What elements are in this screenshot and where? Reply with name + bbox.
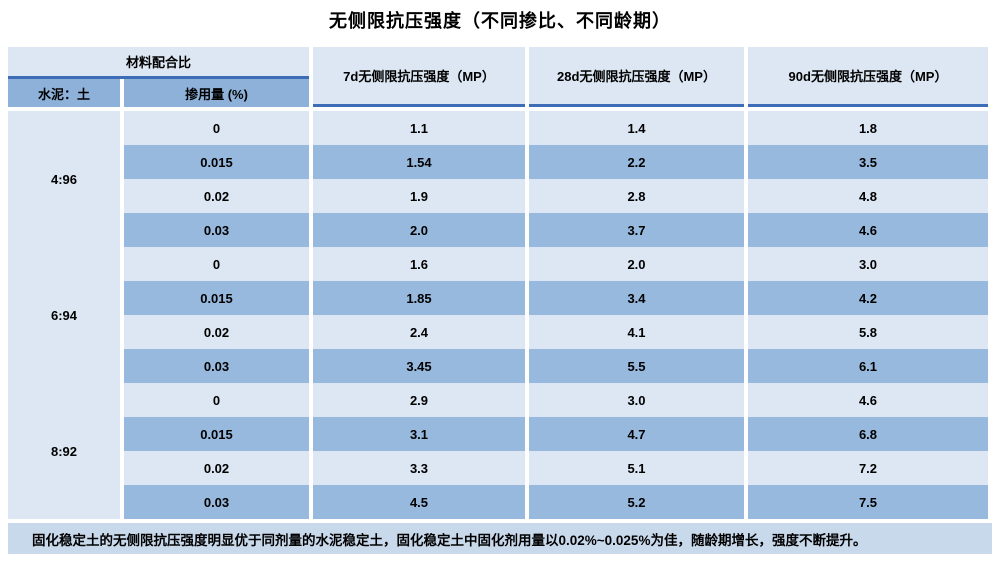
value-90d-cell: 1.8 [748,111,988,145]
value-90d-cell: 6.1 [748,349,988,383]
dosage-cell: 0.015 [124,145,309,179]
table-row: 0.03 4.5 5.2 7.5 [124,485,988,519]
value-28d-cell: 2.8 [529,179,744,213]
ratio-column: 4:96 6:94 8:92 [8,111,120,519]
value-28d-cell: 1.4 [529,111,744,145]
value-28d-cell: 3.7 [529,213,744,247]
table-row: 0 1.6 2.0 3.0 [124,247,988,281]
value-90d-cell: 4.6 [748,213,988,247]
ratio-label-8-92: 8:92 [50,443,78,459]
value-7d-cell: 2.9 [313,383,525,417]
value-28d-cell: 5.5 [529,349,744,383]
value-90d-cell: 3.0 [748,247,988,281]
value-28d-cell: 4.1 [529,315,744,349]
table-header: 材料配合比 水泥：土 掺用量 (%) 7d无侧限抗压强度（MP） 28d无侧限抗… [8,47,992,107]
value-90d-cell: 4.8 [748,179,988,213]
data-table: 材料配合比 水泥：土 掺用量 (%) 7d无侧限抗压强度（MP） 28d无侧限抗… [8,47,992,554]
table-row: 0.015 3.1 4.7 6.8 [124,417,988,451]
value-7d-cell: 1.1 [313,111,525,145]
table-row: 0.015 1.85 3.4 4.2 [124,281,988,315]
conclusion-note: 固化稳定土的无侧限抗压强度明显优于同剂量的水泥稳定土，固化稳定土中固化剂用量以0… [8,523,992,554]
table-row: 0.015 1.54 2.2 3.5 [124,145,988,179]
value-28d-cell: 2.0 [529,247,744,281]
value-28d-cell: 3.0 [529,383,744,417]
value-28d-cell: 5.2 [529,485,744,519]
value-7d-cell: 2.0 [313,213,525,247]
value-rows: 0 1.1 1.4 1.8 0.015 1.54 2.2 3.5 0.02 1.… [124,111,988,519]
table-row: 0 2.9 3.0 4.6 [124,383,988,417]
value-90d-cell: 5.8 [748,315,988,349]
value-90d-cell: 3.5 [748,145,988,179]
value-7d-cell: 1.54 [313,145,525,179]
table-row: 0.02 2.4 4.1 5.8 [124,315,988,349]
value-90d-cell: 4.2 [748,281,988,315]
header-material-mix-cell: 材料配合比 [8,47,309,79]
ratio-label-6-94: 6:94 [50,307,78,323]
value-28d-cell: 5.1 [529,451,744,485]
header-7d-cell: 7d无侧限抗压强度（MP） [313,47,525,107]
table-row: 0.02 3.3 5.1 7.2 [124,451,988,485]
dosage-cell: 0.03 [124,485,309,519]
value-7d-cell: 3.3 [313,451,525,485]
value-7d-cell: 2.4 [313,315,525,349]
dosage-cell: 0.03 [124,349,309,383]
value-28d-cell: 2.2 [529,145,744,179]
dosage-cell: 0.02 [124,179,309,213]
dosage-cell: 0 [124,247,309,281]
value-90d-cell: 7.2 [748,451,988,485]
header-subrow: 水泥：土 掺用量 (%) [8,79,309,107]
header-dosage-cell: 掺用量 (%) [124,79,309,107]
table-row: 0.02 1.9 2.8 4.8 [124,179,988,213]
header-90d-cell: 90d无侧限抗压强度（MP） [748,47,988,107]
value-7d-cell: 3.1 [313,417,525,451]
ratio-label-4-96: 4:96 [50,171,78,187]
dosage-cell: 0 [124,383,309,417]
dosage-cell: 0.015 [124,281,309,315]
value-7d-cell: 3.45 [313,349,525,383]
value-7d-cell: 1.9 [313,179,525,213]
header-left-block: 材料配合比 水泥：土 掺用量 (%) [8,47,309,107]
dosage-cell: 0.02 [124,451,309,485]
value-90d-cell: 6.8 [748,417,988,451]
header-cement-soil-cell: 水泥：土 [8,79,120,107]
dosage-cell: 0.03 [124,213,309,247]
table-row: 0.03 3.45 5.5 6.1 [124,349,988,383]
value-90d-cell: 4.6 [748,383,988,417]
dosage-cell: 0.015 [124,417,309,451]
table-row: 0.03 2.0 3.7 4.6 [124,213,988,247]
value-7d-cell: 1.85 [313,281,525,315]
header-28d-cell: 28d无侧限抗压强度（MP） [529,47,744,107]
table-row: 0 1.1 1.4 1.8 [124,111,988,145]
value-28d-cell: 4.7 [529,417,744,451]
table-body: 4:96 6:94 8:92 0 1.1 1.4 1.8 0.015 1.54 … [8,111,992,519]
value-90d-cell: 7.5 [748,485,988,519]
page-title: 无侧限抗压强度（不同掺比、不同龄期） [329,11,671,31]
value-28d-cell: 3.4 [529,281,744,315]
dosage-cell: 0 [124,111,309,145]
value-7d-cell: 4.5 [313,485,525,519]
value-7d-cell: 1.6 [313,247,525,281]
dosage-cell: 0.02 [124,315,309,349]
